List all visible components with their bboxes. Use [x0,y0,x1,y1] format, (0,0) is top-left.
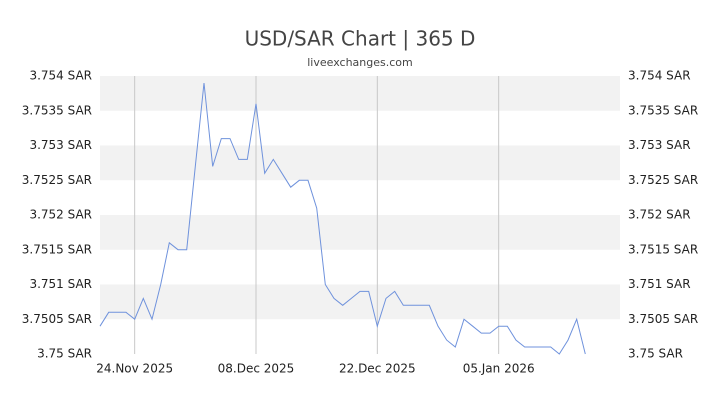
y-tick-label: 3.7525 SAR [22,173,92,187]
y-tick-label: 3.7515 SAR [22,242,92,256]
chart-title: USD/SAR Chart | 365 D [245,27,476,51]
y-tick-label: 3.751 SAR [29,277,92,291]
chart-subtitle: liveexchanges.com [307,56,412,69]
y2-tick-label: 3.751 SAR [628,277,691,291]
grid-band [100,76,620,111]
grid-band [100,284,620,320]
y2-tick-label: 3.75 SAR [628,347,683,361]
x-tick-label: 08.Dec 2025 [218,362,295,376]
grid-band [100,215,620,250]
y-tick-label: 3.7535 SAR [22,103,92,117]
y-tick-label: 3.753 SAR [29,138,92,152]
y2-tick-label: 3.7535 SAR [628,103,698,117]
y2-tick-label: 3.7525 SAR [628,173,698,187]
y-tick-label: 3.752 SAR [29,208,92,222]
y-tick-label: 3.75 SAR [37,347,92,361]
grid-band [100,145,620,181]
y2-tick-label: 3.753 SAR [628,138,691,152]
y2-tick-label: 3.752 SAR [628,208,691,222]
x-tick-label: 05.Jan 2026 [463,362,535,376]
y2-tick-label: 3.7505 SAR [628,312,698,326]
y2-tick-label: 3.7515 SAR [628,242,698,256]
x-tick-label: 22.Dec 2025 [339,362,416,376]
y-tick-label: 3.754 SAR [29,69,92,83]
y2-tick-label: 3.754 SAR [628,69,691,83]
line [99,82,586,355]
x-tick-label: 24.Nov 2025 [96,362,173,376]
y-tick-label: 3.7505 SAR [22,312,92,326]
